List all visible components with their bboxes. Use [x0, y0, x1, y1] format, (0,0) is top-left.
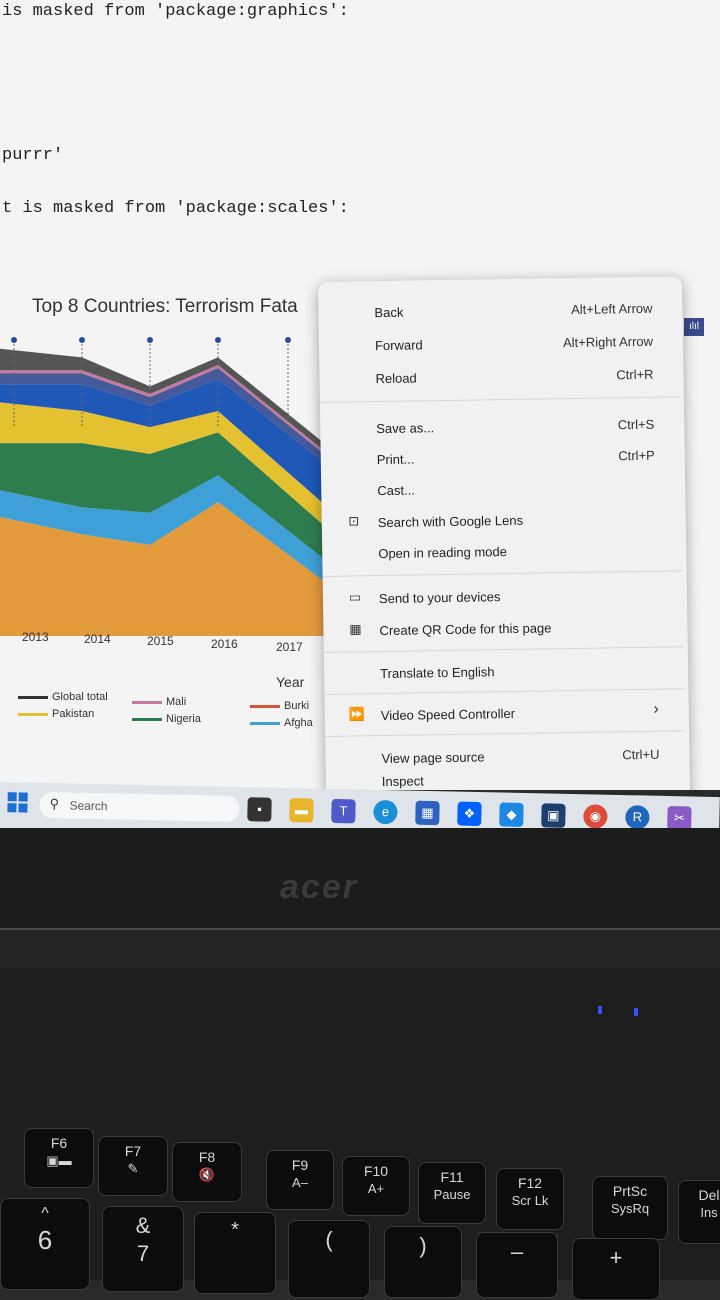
app-icon[interactable]: ▣ [541, 803, 566, 828]
key-0[interactable]: ) [384, 1226, 462, 1298]
task-view-icon[interactable]: ▪ [247, 797, 272, 822]
file-explorer-icon[interactable]: ▬ [289, 798, 314, 823]
qr-code-icon: ▦ [349, 621, 362, 637]
chrome-icon[interactable]: ◉ [583, 804, 608, 829]
menu-item-translate[interactable]: Translate to English [380, 664, 495, 682]
menu-item-cast[interactable]: Cast... [377, 482, 415, 499]
laptop-logo: acer [280, 868, 358, 906]
menu-item-back[interactable]: Back Alt+Left Arrow [374, 300, 653, 321]
key-f6[interactable]: F6 ▣▬ [24, 1128, 94, 1188]
x-tick-label: 2013 [22, 630, 49, 644]
status-led [598, 1006, 602, 1014]
screen: is masked from 'package:graphics': purrr… [0, 0, 720, 790]
key-f11[interactable]: F11 Pause [418, 1162, 486, 1224]
legend-item-mali[interactable]: Mali [132, 696, 186, 708]
store-icon[interactable]: ▦ [415, 800, 440, 826]
legend-item-global-total[interactable]: Global total [18, 691, 108, 703]
menu-item-create-qr[interactable]: ▦ Create QR Code for this page [349, 620, 552, 639]
search-label: Search [69, 798, 108, 814]
chart-export-icon[interactable]: ılıl [684, 318, 704, 336]
status-led [634, 1008, 638, 1016]
windows-start-icon[interactable] [7, 792, 28, 813]
menu-item-reading-mode[interactable]: Open in reading mode [378, 544, 508, 562]
legend-item-burki[interactable]: Burki [250, 700, 309, 712]
marker-dot[interactable] [285, 337, 291, 343]
marker-dot[interactable] [147, 337, 153, 343]
x-axis-label: Year [276, 674, 305, 690]
console-line: purrr' [2, 146, 64, 165]
menu-item-save-as[interactable]: Save as... Ctrl+S [376, 416, 655, 437]
console-line: t is masked from 'package:scales': [2, 199, 349, 218]
menu-separator [322, 570, 683, 577]
laptop-hinge [0, 928, 720, 970]
key-f9[interactable]: F9 A– [266, 1150, 334, 1210]
x-tick-label: 2016 [211, 637, 238, 651]
console-line: is masked from 'package:graphics': [2, 2, 349, 21]
key-7[interactable]: & 7 [102, 1206, 184, 1292]
teams-icon[interactable]: T [331, 798, 356, 824]
area-series-4 [0, 378, 340, 519]
devices-icon: ▭ [348, 589, 362, 605]
menu-separator [325, 730, 686, 737]
search-icon: ⚲ [49, 796, 60, 812]
x-tick-label: 2015 [147, 634, 174, 648]
x-tick-label: 2014 [84, 632, 111, 646]
key-f10[interactable]: F10 A+ [342, 1156, 410, 1216]
key-f12[interactable]: F12 Scr Lk [496, 1168, 564, 1230]
key-prtsc[interactable]: PrtSc SysRq [592, 1176, 668, 1240]
menu-separator [323, 646, 684, 653]
legend-item-afgha[interactable]: Afgha [250, 717, 313, 729]
laptop-bezel [0, 828, 720, 928]
menu-item-send-to-devices[interactable]: ▭ Send to your devices [348, 589, 501, 607]
google-lens-icon: ⊡ [348, 513, 360, 529]
video-speed-icon: ⏩ [348, 706, 366, 722]
marker-dot[interactable] [79, 337, 85, 343]
menu-item-forward[interactable]: Forward Alt+Right Arrow [374, 333, 654, 354]
marker-dot[interactable] [215, 337, 221, 343]
menu-item-video-speed[interactable]: ⏩ Video Speed Controller › [348, 700, 659, 724]
chevron-right-icon: › [653, 700, 659, 718]
menu-item-print[interactable]: Print... Ctrl+P [376, 447, 655, 468]
app-icon[interactable]: ◆ [499, 802, 524, 827]
area-series-5 [0, 368, 340, 476]
key-plus[interactable]: + [572, 1238, 660, 1300]
taskbar-search[interactable]: ⚲ Search [39, 791, 240, 823]
menu-separator [319, 396, 680, 403]
key-8[interactable]: * [194, 1212, 276, 1294]
snipping-tool-icon[interactable]: ✂ [667, 805, 692, 831]
x-tick-label: 2017 [276, 640, 303, 654]
key-6[interactable]: ^ 6 [0, 1198, 90, 1290]
key-minus[interactable]: – [476, 1232, 558, 1298]
area-series-0 [0, 502, 340, 636]
key-del[interactable]: Del Ins [678, 1180, 720, 1244]
area-series-3 [0, 402, 340, 540]
edge-icon[interactable]: e [373, 799, 398, 825]
key-f8[interactable]: F8 🔇 [172, 1142, 242, 1202]
chart-title: Top 8 Countries: Terrorism Fata [32, 296, 298, 317]
area-series-1 [0, 475, 340, 594]
legend-item-pakistan[interactable]: Pakistan [18, 708, 94, 720]
area-series-2 [0, 432, 340, 572]
marker-dot[interactable] [11, 337, 17, 343]
menu-item-reload[interactable]: Reload Ctrl+R [375, 366, 654, 387]
key-9[interactable]: ( [288, 1220, 370, 1298]
dropbox-icon[interactable]: ❖ [457, 801, 482, 827]
key-f7[interactable]: F7 ✎ [98, 1136, 168, 1196]
legend-item-nigeria[interactable]: Nigeria [132, 713, 201, 725]
area-chart [0, 337, 340, 636]
menu-separator [324, 688, 685, 695]
r-icon[interactable]: R [625, 805, 650, 830]
menu-item-google-lens[interactable]: ⊡ Search with Google Lens [322, 506, 682, 538]
context-menu: Back Alt+Left Arrow Forward Alt+Right Arro… [318, 276, 691, 790]
area-series-7 [0, 348, 340, 464]
